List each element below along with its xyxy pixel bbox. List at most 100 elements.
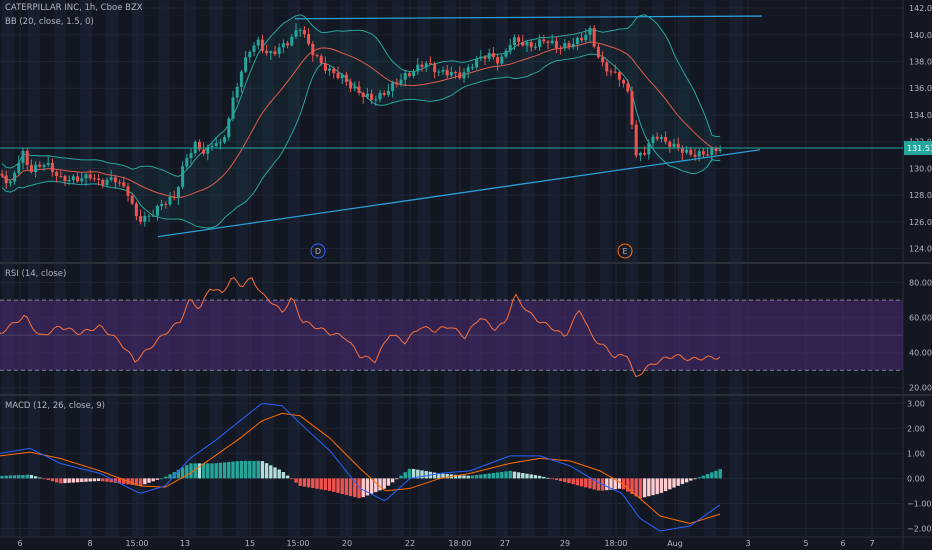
macd-histogram-bar <box>4 475 8 479</box>
bb-indicator-title[interactable]: BB (20, close, 1.5, 0) <box>5 17 94 27</box>
price-tick-label: 136.00 <box>909 84 932 93</box>
candle-body <box>88 174 92 179</box>
candle-body <box>349 81 353 89</box>
candle-body <box>134 203 138 217</box>
candle-body <box>202 149 206 154</box>
session-stripe <box>2 0 14 536</box>
macd-histogram-bar <box>201 463 206 479</box>
candle-body <box>92 178 96 180</box>
macd-histogram-bar <box>344 478 349 496</box>
macd-histogram-bar <box>269 465 273 479</box>
candle-body <box>382 92 386 95</box>
candle-body <box>151 215 155 217</box>
candle-body <box>298 29 302 31</box>
rsi-tick-label: 60.00 <box>909 314 932 323</box>
candle-body <box>13 173 17 182</box>
rsi-indicator-title[interactable]: RSI (14, close) <box>5 269 67 279</box>
candle-body <box>210 145 214 147</box>
candle-body <box>143 215 147 222</box>
candle-body <box>235 87 239 98</box>
candle-body <box>311 43 315 56</box>
candle-body <box>71 176 75 180</box>
bollinger-basis <box>1 41 721 199</box>
macd-histogram-bar <box>332 478 336 492</box>
candle-body <box>395 82 399 85</box>
macd-signal-line <box>0 412 721 524</box>
rsi-tick-label: 20.00 <box>909 384 932 393</box>
candle-body <box>638 152 642 156</box>
candle-body <box>84 174 88 179</box>
price-tick-label: 128.00 <box>909 191 932 200</box>
candle-body <box>475 58 479 68</box>
candle-body <box>580 37 584 41</box>
macd-histogram-bar <box>84 478 88 482</box>
macd-indicator-title[interactable]: MACD (12, 26, close, 9) <box>5 401 105 411</box>
macd-histogram-bar <box>525 473 529 479</box>
candle-body <box>617 72 621 80</box>
candle-body <box>701 151 705 155</box>
macd-histogram-bar <box>248 460 252 479</box>
macd-histogram-bar <box>579 478 584 487</box>
candle-body <box>517 37 521 42</box>
macd-histogram-bar <box>424 471 428 479</box>
candle-body <box>668 141 672 147</box>
macd-histogram-bar <box>453 474 458 479</box>
event-marker-label: E <box>622 247 627 256</box>
macd-histogram-bar <box>25 474 29 479</box>
candle-body <box>680 147 684 153</box>
candle-body <box>643 152 647 155</box>
candle-body <box>50 162 54 172</box>
macd-histogram-bar <box>701 475 706 479</box>
candle-body <box>59 176 63 178</box>
macd-histogram-bar <box>197 463 202 479</box>
macd-histogram-bar <box>403 472 407 479</box>
macd-histogram-bar <box>617 478 622 489</box>
candle-body <box>25 150 29 166</box>
macd-histogram-bar <box>353 478 357 498</box>
candle-body <box>689 149 693 155</box>
candle-body <box>428 63 432 65</box>
macd-histogram-bar <box>180 467 185 479</box>
symbol-title: CATERPILLAR INC, 1h, Cboe BZX <box>5 3 143 13</box>
candle-body <box>42 164 46 167</box>
macd-histogram-bar <box>714 470 718 479</box>
candle-body <box>273 51 277 55</box>
macd-histogram-bar <box>143 478 147 485</box>
macd-histogram-bar <box>92 478 97 482</box>
macd-histogram-bar <box>659 478 664 493</box>
session-stripe <box>288 0 300 536</box>
candle-body <box>277 47 281 55</box>
candle-body <box>470 67 474 69</box>
macd-histogram-bar <box>546 477 550 479</box>
candle-body <box>399 79 403 85</box>
macd-histogram-bar <box>462 475 466 479</box>
candle-body <box>370 93 374 100</box>
candle-body <box>651 136 655 144</box>
session-stripe <box>184 0 196 536</box>
macd-tick-label: −1.00 <box>907 499 932 508</box>
candle-body <box>357 86 361 93</box>
candle-body <box>672 143 676 147</box>
candle-body <box>575 37 579 45</box>
macd-histogram-bar <box>596 478 601 491</box>
candle-body <box>567 43 571 47</box>
macd-histogram-bar <box>285 475 290 479</box>
macd-histogram-bar <box>638 478 643 499</box>
candle-body <box>38 164 42 167</box>
session-stripe <box>600 0 612 536</box>
macd-histogram-bar <box>260 461 265 479</box>
session-stripe <box>236 0 248 536</box>
candle-body <box>256 39 260 46</box>
macd-histogram-bar <box>479 474 483 479</box>
candle-body <box>353 86 357 89</box>
macd-histogram-bar <box>21 474 25 479</box>
candle-body <box>521 41 525 46</box>
candle-body <box>605 62 609 72</box>
macd-histogram-bar <box>655 478 659 495</box>
macd-histogram-bar <box>689 478 693 481</box>
candle-body <box>601 57 605 63</box>
time-tick-label: Aug <box>667 539 683 548</box>
macd-histogram-bar <box>630 478 634 494</box>
